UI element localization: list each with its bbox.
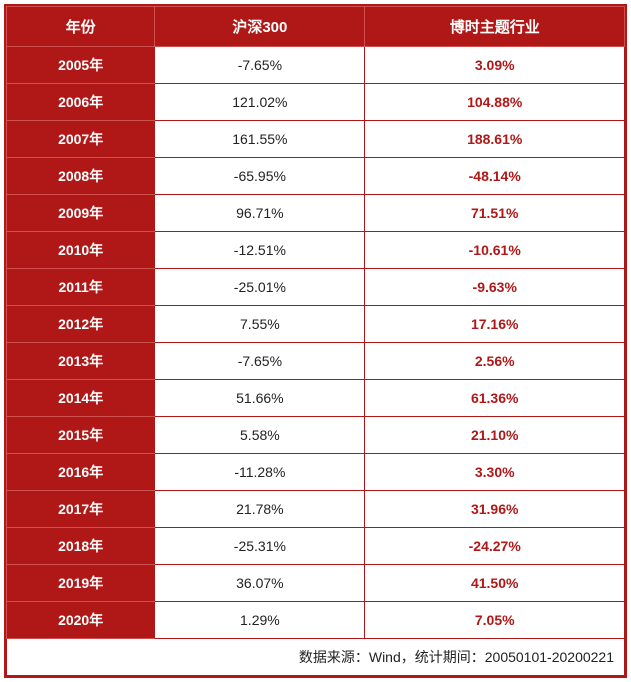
theme-cell: 61.36% xyxy=(365,380,625,417)
table-row: 2014年51.66%61.36% xyxy=(7,380,625,417)
csi300-cell: -25.31% xyxy=(155,528,365,565)
theme-cell: 188.61% xyxy=(365,121,625,158)
csi300-cell: -11.28% xyxy=(155,454,365,491)
theme-cell: 3.09% xyxy=(365,47,625,84)
year-cell: 2013年 xyxy=(7,343,155,380)
source-row: 数据来源：Wind，统计期间：20050101-20200221 xyxy=(7,639,625,676)
table-row: 2013年-7.65%2.56% xyxy=(7,343,625,380)
table-row: 2015年5.58%21.10% xyxy=(7,417,625,454)
csi300-cell: 1.29% xyxy=(155,602,365,639)
theme-cell: 31.96% xyxy=(365,491,625,528)
table-row: 2012年7.55%17.16% xyxy=(7,306,625,343)
source-note: 数据来源：Wind，统计期间：20050101-20200221 xyxy=(7,639,625,676)
year-cell: 2020年 xyxy=(7,602,155,639)
col-header-csi300: 沪深300 xyxy=(155,7,365,47)
theme-cell: 71.51% xyxy=(365,195,625,232)
csi300-cell: -7.65% xyxy=(155,47,365,84)
theme-cell: -10.61% xyxy=(365,232,625,269)
theme-cell: -24.27% xyxy=(365,528,625,565)
table-row: 2018年-25.31%-24.27% xyxy=(7,528,625,565)
table-row: 2011年-25.01%-9.63% xyxy=(7,269,625,306)
table-header: 年份 沪深300 博时主题行业 xyxy=(7,7,625,47)
year-cell: 2006年 xyxy=(7,84,155,121)
theme-cell: 2.56% xyxy=(365,343,625,380)
csi300-cell: 51.66% xyxy=(155,380,365,417)
table-row: 2006年121.02%104.88% xyxy=(7,84,625,121)
performance-table-wrapper: 年份 沪深300 博时主题行业 2005年-7.65%3.09%2006年121… xyxy=(4,4,627,678)
year-cell: 2019年 xyxy=(7,565,155,602)
theme-cell: 41.50% xyxy=(365,565,625,602)
col-header-year: 年份 xyxy=(7,7,155,47)
year-cell: 2005年 xyxy=(7,47,155,84)
table-row: 2009年96.71%71.51% xyxy=(7,195,625,232)
table-row: 2005年-7.65%3.09% xyxy=(7,47,625,84)
theme-cell: 104.88% xyxy=(365,84,625,121)
csi300-cell: -65.95% xyxy=(155,158,365,195)
csi300-cell: 96.71% xyxy=(155,195,365,232)
year-cell: 2015年 xyxy=(7,417,155,454)
table-row: 2017年21.78%31.96% xyxy=(7,491,625,528)
theme-cell: 3.30% xyxy=(365,454,625,491)
year-cell: 2010年 xyxy=(7,232,155,269)
col-header-theme: 博时主题行业 xyxy=(365,7,625,47)
csi300-cell: -25.01% xyxy=(155,269,365,306)
theme-cell: 17.16% xyxy=(365,306,625,343)
csi300-cell: 36.07% xyxy=(155,565,365,602)
table-body: 2005年-7.65%3.09%2006年121.02%104.88%2007年… xyxy=(7,47,625,639)
csi300-cell: 161.55% xyxy=(155,121,365,158)
theme-cell: -9.63% xyxy=(365,269,625,306)
csi300-cell: 121.02% xyxy=(155,84,365,121)
year-cell: 2017年 xyxy=(7,491,155,528)
year-cell: 2012年 xyxy=(7,306,155,343)
year-cell: 2009年 xyxy=(7,195,155,232)
year-cell: 2016年 xyxy=(7,454,155,491)
theme-cell: 7.05% xyxy=(365,602,625,639)
table-row: 2016年-11.28%3.30% xyxy=(7,454,625,491)
year-cell: 2008年 xyxy=(7,158,155,195)
table-row: 2020年1.29%7.05% xyxy=(7,602,625,639)
csi300-cell: 21.78% xyxy=(155,491,365,528)
theme-cell: -48.14% xyxy=(365,158,625,195)
table-row: 2008年-65.95%-48.14% xyxy=(7,158,625,195)
table-row: 2010年-12.51%-10.61% xyxy=(7,232,625,269)
csi300-cell: 7.55% xyxy=(155,306,365,343)
year-cell: 2007年 xyxy=(7,121,155,158)
year-cell: 2014年 xyxy=(7,380,155,417)
year-cell: 2011年 xyxy=(7,269,155,306)
csi300-cell: -7.65% xyxy=(155,343,365,380)
theme-cell: 21.10% xyxy=(365,417,625,454)
table-row: 2019年36.07%41.50% xyxy=(7,565,625,602)
csi300-cell: -12.51% xyxy=(155,232,365,269)
csi300-cell: 5.58% xyxy=(155,417,365,454)
performance-table: 年份 沪深300 博时主题行业 2005年-7.65%3.09%2006年121… xyxy=(6,6,625,676)
year-cell: 2018年 xyxy=(7,528,155,565)
table-row: 2007年161.55%188.61% xyxy=(7,121,625,158)
